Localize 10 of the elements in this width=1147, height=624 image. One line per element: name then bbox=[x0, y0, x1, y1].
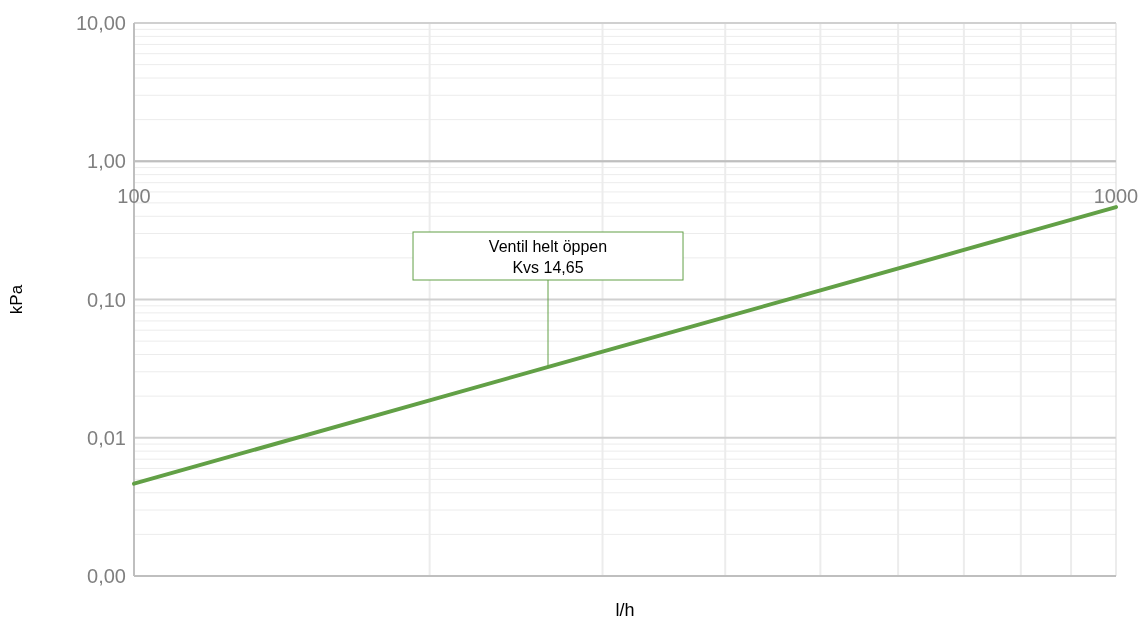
y-tick-label: 0,10 bbox=[87, 288, 126, 311]
y-tick-label: 1,00 bbox=[87, 150, 126, 173]
x-axis-title: l/h bbox=[615, 600, 635, 620]
y-tick-label: 10,00 bbox=[75, 12, 126, 34]
y-tick-label: 0,01 bbox=[87, 426, 126, 449]
y-tick-label: 0,00 bbox=[87, 565, 126, 587]
y-axis-title: kPa bbox=[7, 284, 26, 315]
x-tick-label: 100 bbox=[117, 185, 151, 208]
annotation: Ventil helt öppen Kvs 14,65 bbox=[488, 238, 608, 276]
x-tick-label: 1000 bbox=[1093, 185, 1139, 208]
